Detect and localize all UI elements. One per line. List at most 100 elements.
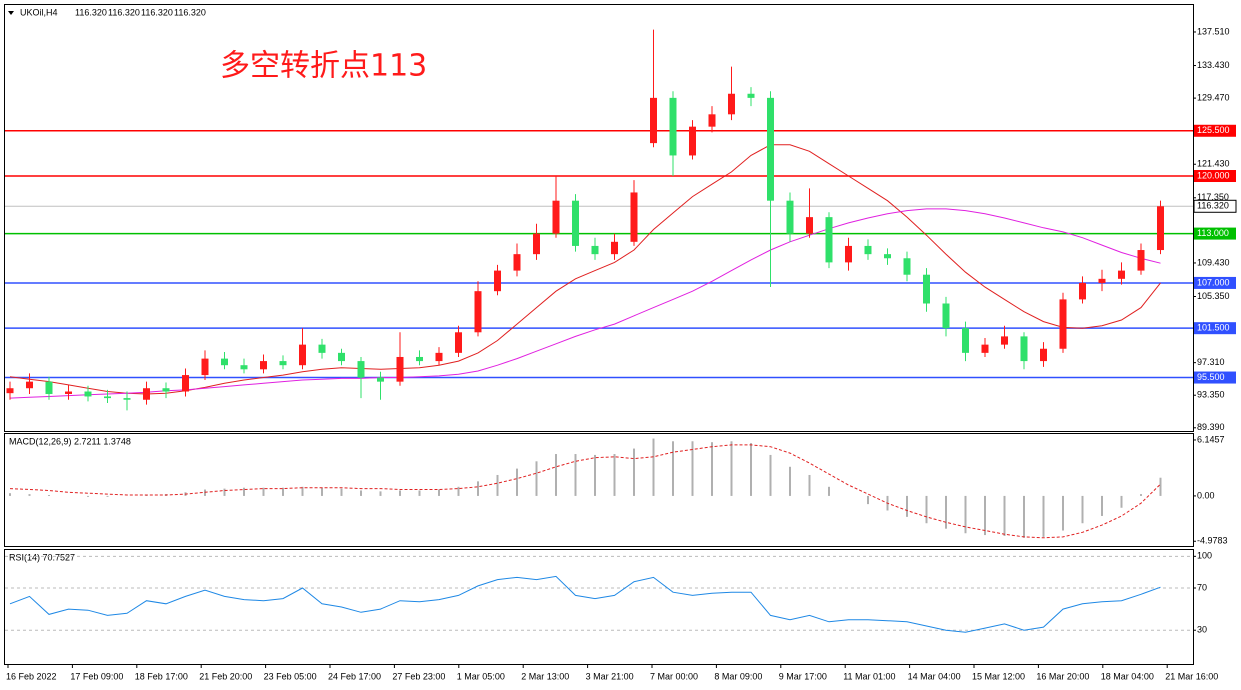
candle-body [279,361,287,366]
candle-body [669,97,677,156]
x-tick-label: 15 Mar 12:00 [972,671,1025,681]
level-label: 95.500 [1197,372,1225,382]
candle-body [494,270,501,292]
main-frame [4,4,1194,432]
y-tick-label: 89.390 [1197,422,1225,432]
candle-body [357,361,365,378]
candle-body [182,375,189,392]
candle-body [650,97,657,144]
level-label: 107.000 [1197,277,1230,287]
candle-body [1098,278,1106,283]
y-tick-label: 137.510 [1197,26,1230,36]
level-label: 101.500 [1197,323,1230,333]
candle-body [630,192,638,242]
y-tick-label: 105.350 [1197,291,1230,301]
candle-body [65,391,72,394]
candle-body [1040,348,1047,362]
candle-body [825,217,833,263]
macd-title: MACD(12,26,9) 2.7211 1.3748 [9,436,131,446]
y-tick-label: 121.430 [1197,159,1230,169]
candle-body [240,365,248,370]
y-tick-label: 109.430 [1197,257,1230,267]
x-tick-label: 18 Mar 04:00 [1101,671,1154,681]
candle-body [45,381,53,394]
level-label: 125.500 [1197,125,1230,135]
candle-body [689,126,696,156]
moving-average [9,144,1161,395]
candle-body [708,114,716,127]
candle-body [591,245,599,255]
candle-body [455,332,462,353]
macd-frame [4,433,1194,547]
y-tick-label: 70 [1197,582,1207,592]
x-tick-label: 8 Mar 09:00 [714,671,762,681]
x-tick-label: 17 Feb 09:00 [70,671,123,681]
level-label-box [1194,371,1236,384]
candle-body [767,97,774,201]
x-tick-label: 18 Feb 17:00 [135,671,188,681]
candle-body [396,356,404,382]
level-label-box [1194,276,1236,289]
annotation: 多空转折点113 [220,49,427,84]
ohlc-value: 116.320 [108,7,140,17]
candle-body [1001,336,1008,345]
macd-signal [9,444,1161,539]
candle-body [884,254,891,259]
x-tick-label: 16 Mar 20:00 [1036,671,1089,681]
level-label-box [1194,170,1236,183]
candle-body [981,344,989,353]
candle-body [572,200,579,246]
level-label-box [1194,124,1236,137]
candle-body [923,274,930,304]
candle-body [162,388,170,392]
candle-body [201,358,209,376]
last-price-label: 116.320 [1197,201,1229,211]
y-tick-label: 0.00 [1197,490,1215,500]
candle-body [221,358,228,366]
candle-body [474,291,482,333]
candle-body [611,241,618,255]
x-tick-label: 2 Mar 13:00 [521,671,569,681]
x-tick-label: 9 Mar 17:00 [779,671,827,681]
x-tick-label: 3 Mar 21:00 [586,671,634,681]
candle-body [26,381,33,389]
candle-body [1157,206,1164,251]
x-tick-label: 7 Mar 00:00 [650,671,698,681]
candle-body [123,398,131,400]
y-tick-label: 133.430 [1197,60,1230,70]
candle-body [84,391,92,397]
x-tick-label: 21 Feb 20:00 [199,671,252,681]
candle-body [416,356,423,362]
candle-body [786,200,794,234]
level-label: 113.000 [1197,228,1229,238]
level-label-box [1194,227,1236,240]
x-tick-label: 14 Mar 04:00 [908,671,961,681]
y-tick-label: 93.350 [1197,390,1225,400]
candle-body [942,303,950,329]
x-tick-label: 16 Feb 2022 [6,671,57,681]
ohlc-value: 116.320 [75,7,107,17]
candle-body [1137,250,1145,271]
x-tick-label: 27 Feb 23:00 [392,671,445,681]
y-tick-label: -4.9783 [1197,536,1228,546]
level-label-box [1194,322,1236,335]
candle-body [260,361,267,370]
candle-body [1059,299,1067,349]
symbol-arrow [8,11,14,15]
candle-body [845,245,852,263]
candle-body [318,344,326,353]
rsi-frame [4,549,1194,665]
candle-body [728,93,735,115]
candle-body [1079,282,1086,300]
candle-body [143,388,150,400]
y-tick-label: 100 [1197,551,1212,561]
candle-body [338,352,345,362]
x-tick-label: 23 Feb 05:00 [264,671,317,681]
candle-body [1020,336,1028,362]
symbol-title: UKOil,H4 [20,7,58,17]
candle-body [747,93,755,98]
y-tick-label: 97.310 [1197,357,1225,367]
y-tick-label: 30 [1197,625,1207,635]
ohlc-value: 116.320 [141,7,173,17]
